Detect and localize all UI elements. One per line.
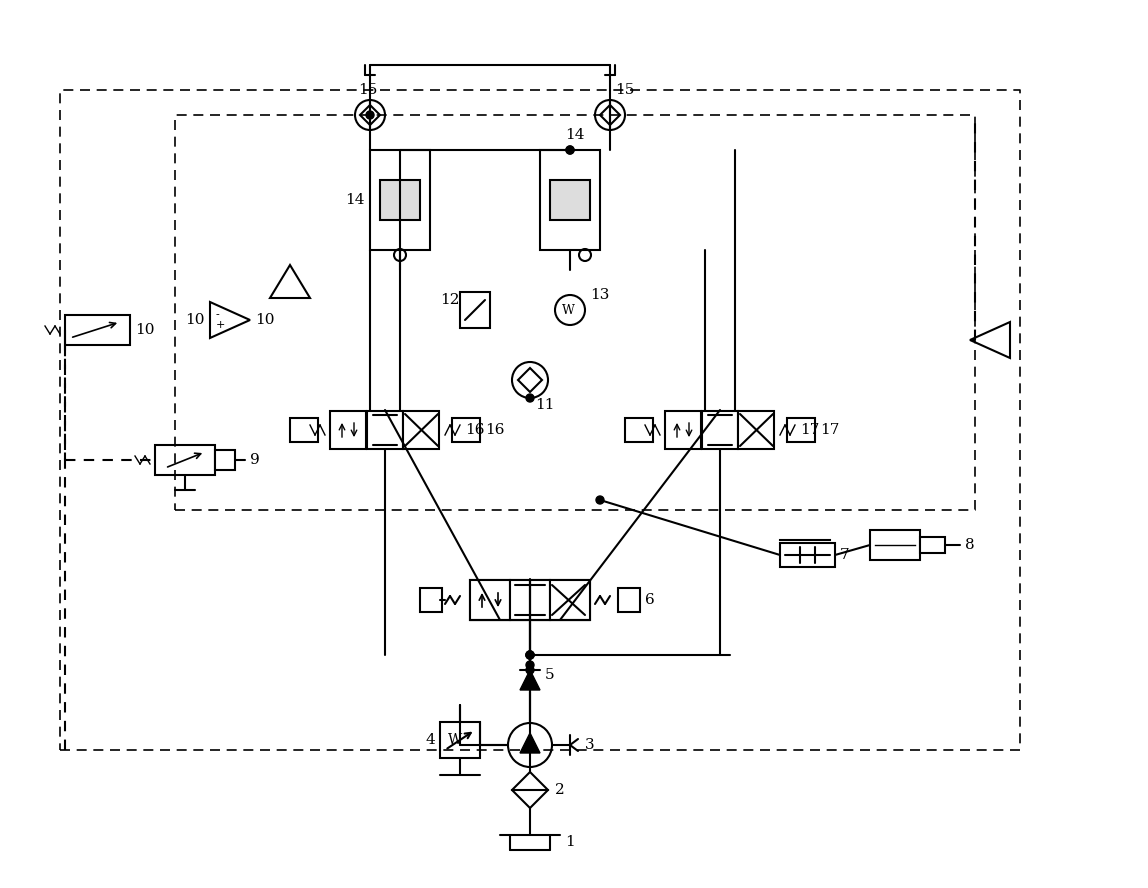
Text: 10: 10 <box>185 313 204 327</box>
Circle shape <box>366 111 374 119</box>
Bar <box>367 411 403 449</box>
Text: 15: 15 <box>615 83 635 97</box>
Bar <box>920 537 945 553</box>
Bar <box>738 411 774 449</box>
Bar <box>788 418 815 442</box>
Text: 4: 4 <box>425 733 435 747</box>
Text: 14: 14 <box>565 128 584 142</box>
Text: W: W <box>448 733 463 747</box>
Text: -: - <box>216 310 219 320</box>
Bar <box>625 418 653 442</box>
Text: 9: 9 <box>250 453 259 467</box>
Text: 6: 6 <box>645 593 654 607</box>
Bar <box>540 150 600 250</box>
Bar <box>329 411 366 449</box>
Bar <box>370 150 430 250</box>
Bar <box>290 418 318 442</box>
Text: 2: 2 <box>554 783 565 797</box>
Bar <box>452 418 480 442</box>
Bar <box>510 580 550 620</box>
Bar <box>65 315 130 345</box>
Text: 15: 15 <box>358 83 378 97</box>
Circle shape <box>526 661 534 669</box>
Text: 10: 10 <box>255 313 274 327</box>
Text: 17: 17 <box>820 423 839 437</box>
Text: W: W <box>563 304 575 316</box>
Text: 12: 12 <box>440 293 459 307</box>
Bar <box>779 543 835 567</box>
Bar <box>460 292 490 328</box>
Text: 10: 10 <box>135 323 155 337</box>
Text: 8: 8 <box>965 538 975 552</box>
Bar <box>870 530 920 560</box>
Circle shape <box>526 651 534 659</box>
Text: 14: 14 <box>346 193 365 207</box>
Circle shape <box>526 651 534 659</box>
Text: 16: 16 <box>484 423 504 437</box>
Text: 11: 11 <box>535 398 554 412</box>
Bar <box>550 580 590 620</box>
Circle shape <box>566 146 574 154</box>
Text: 5: 5 <box>545 668 554 682</box>
Text: 1: 1 <box>565 835 575 849</box>
Circle shape <box>566 146 574 154</box>
Text: 3: 3 <box>585 738 595 752</box>
Text: 16: 16 <box>465 423 484 437</box>
Polygon shape <box>520 733 540 753</box>
Bar <box>403 411 439 449</box>
Bar <box>440 722 480 758</box>
Bar <box>155 445 215 475</box>
Bar <box>420 588 442 612</box>
Circle shape <box>596 496 604 504</box>
Bar <box>701 411 738 449</box>
Bar <box>665 411 701 449</box>
Text: 17: 17 <box>800 423 820 437</box>
Polygon shape <box>520 670 540 690</box>
Text: 13: 13 <box>590 288 610 302</box>
Bar <box>470 580 510 620</box>
Circle shape <box>526 651 534 659</box>
Bar <box>380 180 420 220</box>
Text: 7: 7 <box>840 548 850 562</box>
Bar <box>215 450 235 470</box>
Circle shape <box>526 666 534 674</box>
Bar <box>470 580 590 620</box>
Circle shape <box>526 394 534 402</box>
Bar <box>550 180 590 220</box>
Bar <box>618 588 639 612</box>
Text: +: + <box>216 320 225 330</box>
